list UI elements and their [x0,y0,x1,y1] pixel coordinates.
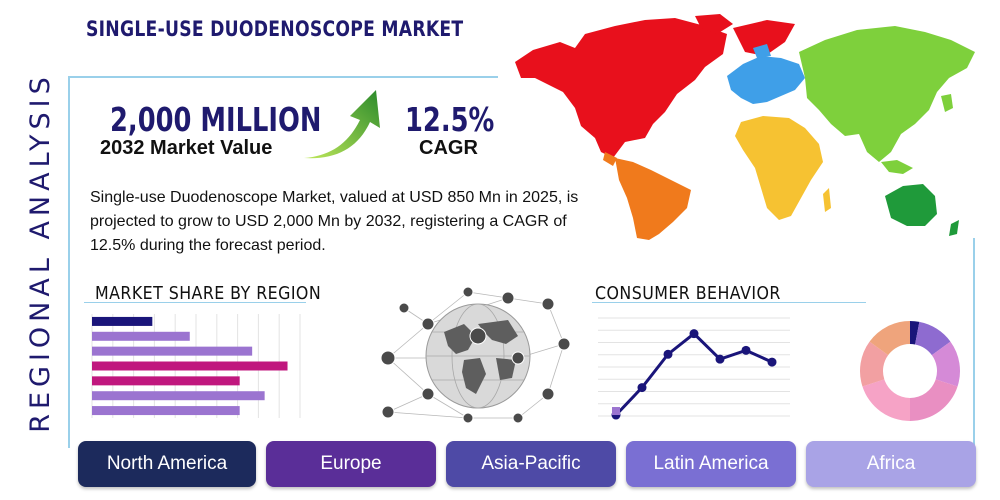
frame-right-line [973,238,975,448]
side-title-text: REGIONAL ANALYSIS [24,71,56,433]
region-tab-latin-america[interactable]: Latin America [626,441,796,487]
donut-slice [931,341,960,387]
market-share-rule [84,302,306,303]
consumer-behavior-rule [592,302,866,303]
consumer-behavior-point [663,349,673,359]
side-title: REGIONAL ANALYSIS [22,72,58,433]
donut-slice [910,321,920,345]
market-share-bar [92,406,240,416]
donut-slice [869,321,910,356]
consumer-behavior-point [637,383,647,393]
network-globe-icon [380,286,571,424]
region-tab-asia-pacific[interactable]: Asia-Pacific [446,441,616,487]
region-tab-row: North America Europe Asia-Pacific Latin … [78,441,976,487]
region-tab-africa[interactable]: Africa [806,441,976,487]
africa-shape [735,116,823,220]
world-map-icon [515,14,975,240]
consumer-behavior-start-marker [612,407,620,416]
consumer-behavior-point [741,345,751,355]
market-share-bar [92,361,288,371]
market-share-bar-chart [91,314,301,418]
consumer-behavior-series-line [614,331,773,417]
australia-shape [885,184,937,226]
market-value-label: 2032 Market Value [100,137,273,159]
page-title: SINGLE-USE DUODENOSCOPE MARKET [86,17,464,41]
growth-arrow-icon [304,90,380,159]
frame-left-line [68,76,70,448]
market-share-bar [92,376,240,386]
market-share-bar [92,316,153,326]
market-share-bar [92,331,190,341]
region-tab-europe[interactable]: Europe [266,441,436,487]
region-tab-north-america[interactable]: North America [78,441,256,487]
donut-slice [915,321,951,356]
consumer-behavior-point [715,354,725,364]
market-description: Single-use Duodenoscope Market, valued a… [90,189,579,254]
consumer-behavior-donut-chart [860,321,960,421]
frame-top-line [68,76,498,78]
market-value-figure: 2,000 MILLION [110,100,322,139]
europe-shape [727,56,805,104]
south-america-shape [615,158,691,240]
cagr-figure: 12.5% [405,100,495,139]
market-share-bar [92,391,265,401]
donut-slice [862,379,910,421]
north-america-shape [515,18,727,158]
consumer-behavior-title: CONSUMER BEHAVIOR [595,283,781,304]
cagr-label: CAGR [419,137,478,159]
market-share-title: MARKET SHARE BY REGION [95,283,322,304]
market-share-bar [92,346,253,356]
consumer-behavior-point [689,329,699,339]
asia-shape [799,26,975,162]
donut-slice [910,379,958,421]
consumer-behavior-point [767,357,777,367]
donut-slice [860,341,889,387]
greenland-shape [733,20,795,56]
consumer-behavior-line-chart [598,317,790,420]
